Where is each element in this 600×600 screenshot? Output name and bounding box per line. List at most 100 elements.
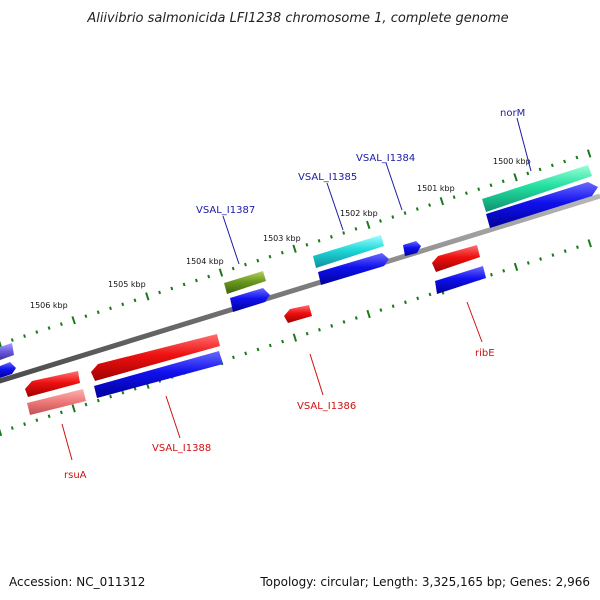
scale-label-1506: 1506 kbp <box>30 301 68 310</box>
forward-features <box>0 165 598 378</box>
inner-ring-minor-tick <box>121 390 125 395</box>
leader-VSAL_I1386 <box>309 353 324 396</box>
outer-ring-minor-tick <box>526 171 530 176</box>
inner-ring-minor-tick <box>23 422 27 427</box>
outer-tick-ring <box>0 149 592 349</box>
outer-ring-minor-tick <box>501 179 505 184</box>
inner-ring-minor-tick <box>391 304 395 308</box>
feature-norM-gene[interactable] <box>482 165 592 212</box>
feature-rsuA-gene[interactable] <box>25 371 80 397</box>
leader-ribE <box>466 301 483 343</box>
outer-ring-minor-tick <box>84 314 88 319</box>
outer-ring-major-tick <box>439 196 445 206</box>
outer-ring-minor-tick <box>538 167 542 172</box>
feature-VSAL_I1386-gene[interactable] <box>284 305 312 323</box>
inner-ring-minor-tick <box>47 414 51 419</box>
inner-ring-minor-tick <box>256 347 260 352</box>
feature-ribE-gene[interactable] <box>432 245 480 272</box>
feature-VSAL_I1385-cds[interactable] <box>318 253 389 285</box>
outer-ring-minor-tick <box>280 250 284 255</box>
inner-ring-minor-tick <box>379 308 383 312</box>
outer-ring-minor-tick <box>35 330 39 334</box>
inner-ring-minor-tick <box>502 268 506 273</box>
outer-ring-major-tick <box>218 268 224 277</box>
inner-ring-minor-tick <box>35 418 39 422</box>
label-norM[interactable]: norM <box>500 108 525 119</box>
outer-ring-minor-tick <box>10 338 14 342</box>
inner-ring-minor-tick <box>59 410 63 415</box>
label-ribE[interactable]: ribE <box>475 348 495 359</box>
inner-ring-major-tick <box>366 309 371 319</box>
outer-ring-minor-tick <box>550 163 554 168</box>
label-VSAL_I1387[interactable]: VSAL_I1387 <box>196 205 255 216</box>
label-leaders <box>61 117 532 461</box>
outer-ring-major-tick <box>71 316 76 325</box>
inner-ring-minor-tick <box>526 261 530 265</box>
inner-ring-minor-tick <box>96 398 100 403</box>
inner-ring-minor-tick <box>84 402 88 407</box>
outer-ring-minor-tick <box>563 159 567 164</box>
outer-ring-minor-tick <box>391 215 395 219</box>
feature-VSAL_I1388-cds[interactable] <box>94 351 223 398</box>
inner-ring-minor-tick <box>268 343 272 348</box>
scale-label-1502: 1502 kbp <box>340 209 378 218</box>
inner-ring-minor-tick <box>428 292 432 297</box>
label-VSAL_I1385[interactable]: VSAL_I1385 <box>298 172 357 183</box>
label-rsuA[interactable]: rsuA <box>64 470 87 481</box>
inner-ring-minor-tick <box>354 316 358 320</box>
outer-ring-major-tick <box>0 340 3 349</box>
feature-VSAL_I1387-gene[interactable] <box>224 271 266 294</box>
leader-rsuA <box>61 423 73 461</box>
genome-backbone <box>0 193 600 384</box>
outer-ring-minor-tick <box>109 306 112 311</box>
label-VSAL_I1388[interactable]: VSAL_I1388 <box>152 443 211 454</box>
feature-VSAL_I1384-cds[interactable] <box>403 241 421 256</box>
feature-VSAL_I1388-gene[interactable] <box>91 334 220 381</box>
inner-ring-minor-tick <box>551 253 555 257</box>
feature-rsuA-cds[interactable] <box>27 389 86 415</box>
scale-label-1501: 1501 kbp <box>417 184 455 193</box>
inner-ring-minor-tick <box>342 320 346 324</box>
inner-ring-major-tick <box>0 428 3 437</box>
outer-ring-minor-tick <box>428 203 432 207</box>
inner-ring-minor-tick <box>576 245 579 249</box>
leader-VSAL_I1385 <box>326 182 344 231</box>
inner-ring-major-tick <box>71 404 76 413</box>
reverse-features <box>25 245 486 415</box>
outer-ring-minor-tick <box>59 322 63 327</box>
scale-label-1504: 1504 kbp <box>186 257 224 266</box>
outer-ring-minor-tick <box>231 266 235 271</box>
outer-ring-minor-tick <box>182 282 186 287</box>
inner-ring-minor-tick <box>244 351 248 356</box>
leader-VSAL_I1384 <box>385 162 403 211</box>
outer-ring-minor-tick <box>354 227 358 231</box>
feature-ribE-cds[interactable] <box>435 266 486 294</box>
inner-ring-major-tick <box>587 239 592 248</box>
outer-ring-minor-tick <box>379 219 382 223</box>
label-VSAL_I1386[interactable]: VSAL_I1386 <box>297 401 356 412</box>
outer-ring-major-tick <box>513 173 518 182</box>
outer-ring-major-tick <box>292 244 297 253</box>
feature-VSAL_I1385-gene[interactable] <box>313 235 384 268</box>
feature-norM-cds[interactable] <box>486 182 598 228</box>
outer-ring-minor-tick <box>133 298 137 303</box>
feature-VSAL_I1387-cds[interactable] <box>230 288 270 312</box>
label-VSAL_I1384[interactable]: VSAL_I1384 <box>356 153 415 164</box>
outer-ring-minor-tick <box>23 334 26 338</box>
outer-ring-minor-tick <box>464 191 468 196</box>
outer-ring-minor-tick <box>415 207 419 211</box>
inner-ring-minor-tick <box>281 339 285 344</box>
inner-ring-minor-tick <box>416 296 420 301</box>
feature-edge-left-gene[interactable] <box>0 343 14 360</box>
inner-ring-minor-tick <box>10 426 14 430</box>
outer-ring-minor-tick <box>477 187 481 192</box>
outer-ring-minor-tick <box>268 254 272 259</box>
outer-ring-minor-tick <box>121 302 125 307</box>
outer-ring-minor-tick <box>329 234 333 239</box>
topology-text: Topology: circular; Length: 3,325,165 bp… <box>259 575 590 589</box>
leader-norM <box>516 117 532 172</box>
inner-ring-minor-tick <box>305 331 309 336</box>
inner-ring-minor-tick <box>490 272 493 277</box>
feature-edge-left-cds[interactable] <box>0 362 16 378</box>
